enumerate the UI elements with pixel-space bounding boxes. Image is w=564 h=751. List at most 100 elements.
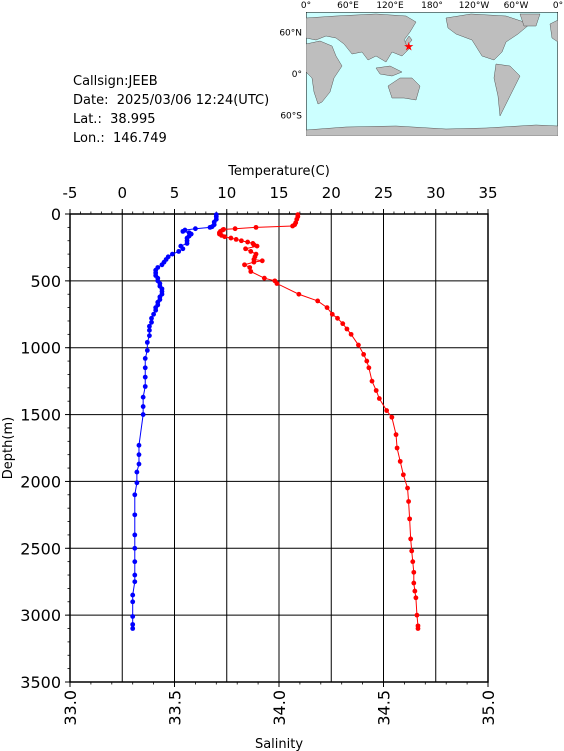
temperature-point xyxy=(274,281,280,286)
temperature-point xyxy=(247,265,253,270)
salinity-point xyxy=(144,347,150,353)
bottom-tick-label: 33.5 xyxy=(166,690,185,726)
series-lines xyxy=(132,214,419,629)
salinity-point xyxy=(142,384,148,389)
land-indonesia xyxy=(375,65,403,77)
land-south-america xyxy=(493,63,521,117)
temperature-point xyxy=(253,224,259,230)
temperature-point xyxy=(393,432,399,438)
temperature-point xyxy=(361,352,367,357)
salinity-point xyxy=(132,512,138,518)
temperature-point xyxy=(238,238,244,244)
salinity-point xyxy=(142,356,148,361)
salinity-point xyxy=(159,262,165,268)
temperature-point xyxy=(408,536,414,542)
salinity-point xyxy=(132,492,138,498)
temperature-point xyxy=(254,243,260,249)
salinity-point xyxy=(136,442,142,448)
map-longitude-label: 60°W xyxy=(504,1,529,11)
temperature-point xyxy=(411,569,417,575)
temperature-point xyxy=(410,559,416,565)
salinity-point xyxy=(130,626,136,631)
temperature-point xyxy=(296,291,302,297)
y-tick-label: 0 xyxy=(51,205,61,224)
salinity-point xyxy=(132,559,138,565)
top-tick-label: 15 xyxy=(269,184,288,202)
temperature-point xyxy=(369,378,375,384)
temperature-point xyxy=(364,358,370,364)
map-longitude-label: 60°E xyxy=(337,1,359,11)
temperature-point xyxy=(329,311,335,317)
temperature-point xyxy=(232,226,238,232)
salinity-point xyxy=(149,315,154,321)
bottom-tick-label: 34.5 xyxy=(375,690,394,726)
salinity-point xyxy=(153,307,159,313)
salinity-point xyxy=(132,572,138,578)
temperature-point xyxy=(376,396,382,401)
temperature-point xyxy=(384,408,390,413)
top-tick-label: 10 xyxy=(217,184,236,202)
temperature-point xyxy=(242,262,247,268)
bottom-axis-label: Salinity xyxy=(255,737,303,751)
salinity-point xyxy=(207,224,213,230)
y-tick-label: 2000 xyxy=(20,472,61,491)
temperature-point xyxy=(340,321,346,327)
map-latitude-label: 60°N xyxy=(279,29,302,39)
top-tick-label: 20 xyxy=(322,184,341,202)
salinity-point xyxy=(132,545,138,551)
y-tick-label: 500 xyxy=(30,272,61,291)
y-tick-label: 3000 xyxy=(20,606,61,625)
top-tick-label: -5 xyxy=(63,184,78,202)
salinity-point xyxy=(140,394,146,400)
series-points xyxy=(130,212,421,631)
temperature-point xyxy=(248,269,254,274)
temperature-point xyxy=(233,237,239,242)
temperature-point xyxy=(315,298,321,304)
salinity-point xyxy=(180,228,186,234)
temperature-point xyxy=(245,239,251,245)
temperature-point xyxy=(415,626,421,631)
temperature-point xyxy=(409,548,415,554)
salinity-point xyxy=(130,614,136,619)
temperature-point xyxy=(261,275,267,281)
salinity-point xyxy=(147,327,152,333)
temperature-point xyxy=(243,246,248,252)
salinity-point xyxy=(147,323,152,329)
latitude-text: Lat.: 38.995 xyxy=(73,112,156,127)
salinity-point xyxy=(151,311,157,317)
station-info: Callsign:JEEB Date: 2025/03/06 12:24(UTC… xyxy=(73,72,269,148)
map-latitude-label: 0° xyxy=(292,70,302,80)
salinity-point xyxy=(140,404,146,409)
temperature-point xyxy=(324,305,330,310)
land-europe-west xyxy=(549,19,558,43)
y-tick-label: 1000 xyxy=(20,339,61,358)
temperature-point xyxy=(394,445,400,451)
temperature-point xyxy=(412,588,418,594)
salinity-point xyxy=(134,480,140,486)
temperature-point xyxy=(406,499,411,504)
date-text: Date: 2025/03/06 12:24(UTC) xyxy=(73,93,270,108)
land-antarctica xyxy=(306,124,558,136)
top-tick-label: 30 xyxy=(426,184,445,202)
y-tick-label: 2500 xyxy=(20,539,61,558)
temperature-point xyxy=(348,331,354,337)
temperature-point xyxy=(290,223,295,229)
bottom-tick-label: 34.0 xyxy=(270,690,289,726)
salinity-point xyxy=(130,622,136,627)
temperature-point xyxy=(222,234,228,240)
temperature-point xyxy=(228,235,234,241)
salinity-point xyxy=(134,469,140,475)
salinity-point xyxy=(176,249,182,254)
map-longitude-labels: 0° 60°E 120°E 180° 120°W 60°W 0° xyxy=(301,1,563,11)
salinity-point xyxy=(149,319,154,325)
callsign-text: Callsign:JEEB xyxy=(73,74,158,89)
temperature-point xyxy=(411,580,417,586)
salinity-point xyxy=(132,532,138,538)
temperature-point xyxy=(389,414,395,420)
y-tick-label: 1500 xyxy=(20,406,61,425)
chart-grid xyxy=(70,214,488,682)
map-longitude-label: 120°E xyxy=(376,1,404,11)
map-longitude-label: 180° xyxy=(421,1,443,11)
temperature-profile-line xyxy=(218,214,419,629)
